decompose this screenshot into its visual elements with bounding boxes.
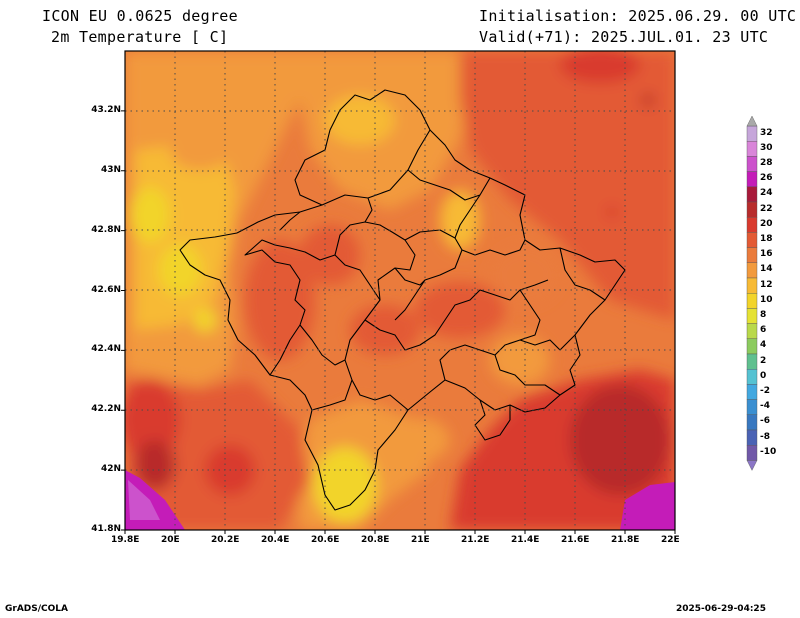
colorbar-label: 0: [760, 370, 767, 381]
lon-tick-label: 21.8E: [611, 535, 640, 545]
colorbar-label: -4: [760, 401, 770, 412]
lon-tick-label: 19.8E: [111, 535, 140, 545]
colorbar-swatch: [746, 216, 758, 233]
lat-tick-label: 42.2N: [91, 404, 121, 415]
lat-tick-label: 42.4N: [91, 344, 121, 355]
grads-credit: GrADS/COLA: [5, 604, 68, 614]
colorbar-label: 4: [760, 340, 767, 351]
colorbar: [746, 115, 758, 471]
lon-tick-label: 22E: [661, 535, 680, 545]
valid-time: Valid(+71): 2025.JUL.01. 23 UTC: [479, 28, 769, 46]
colorbar-swatch: [746, 232, 758, 248]
colorbar-label: 12: [760, 279, 773, 290]
colorbar-swatch: [746, 140, 758, 157]
colorbar-swatch: [746, 399, 758, 416]
colorbar-label: 18: [760, 234, 773, 244]
colorbar-label: 26: [760, 173, 773, 184]
colorbar-label: 2: [760, 355, 767, 366]
colorbar-swatch: [746, 262, 758, 279]
colorbar-label: 24: [760, 188, 773, 199]
colorbar-swatch: [746, 293, 758, 309]
axis-ticks: [121, 110, 676, 534]
colorbar-swatch: [746, 338, 758, 355]
colorbar-label: -8: [760, 431, 770, 442]
colorbar-label: 22: [760, 203, 773, 214]
lon-tick-label: 21.4E: [511, 535, 540, 545]
graticule: [125, 51, 675, 530]
colorbar-max-arrow: [746, 115, 758, 127]
colorbar-swatch: [746, 156, 758, 172]
lat-tick-label: 42.6N: [91, 284, 121, 295]
colorbar-swatch: [746, 369, 758, 385]
colorbar-swatch: [746, 186, 758, 203]
colorbar-label: 32: [760, 127, 773, 138]
lon-tick-label: 21.2E: [461, 535, 490, 545]
lat-tick-label: 42N: [100, 464, 121, 475]
colorbar-label: -6: [760, 416, 770, 427]
colorbar-min-arrow: [746, 460, 758, 471]
colorbar-label: 6: [760, 325, 767, 336]
colorbar-swatch: [746, 201, 758, 218]
render-timestamp: 2025-06-29-04:25: [676, 604, 766, 614]
lon-tick-label: 21E: [411, 535, 430, 545]
colorbar-label: 30: [760, 142, 773, 153]
colorbar-label: 10: [760, 294, 773, 305]
colorbar-swatch: [746, 445, 758, 461]
colorbar-label: -2: [760, 386, 770, 396]
colorbar-swatch: [746, 277, 758, 294]
lon-tick-label: 20E: [161, 535, 180, 545]
colorbar-label: -10: [760, 446, 777, 457]
colorbar-swatch: [746, 429, 758, 446]
lon-tick-label: 20.4E: [261, 535, 290, 545]
lon-tick-label: 20.6E: [311, 535, 340, 545]
initialisation-time: Initialisation: 2025.06.29. 00 UTC: [479, 7, 797, 25]
lon-tick-label: 20.8E: [361, 535, 390, 545]
lat-tick-label: 42.8N: [91, 224, 121, 235]
lon-tick-label: 21.6E: [561, 535, 590, 545]
colorbar-label: 14: [760, 264, 773, 275]
colorbar-swatch: [746, 171, 758, 188]
colorbar-swatch: [746, 384, 758, 400]
colorbar-label: 16: [760, 249, 773, 260]
temperature-field: [125, 51, 675, 530]
colorbar-label: 20: [760, 218, 773, 229]
colorbar-label: 28: [760, 158, 773, 168]
lat-tick-label: 43N: [100, 164, 121, 175]
colorbar-swatch: [746, 323, 758, 340]
model-title: ICON EU 0.0625 degree: [42, 7, 238, 25]
lat-tick-label: 41.8N: [91, 524, 121, 534]
colorbar-swatch: [746, 125, 758, 142]
colorbar-swatch: [746, 308, 758, 324]
lat-tick-label: 43.2N: [91, 104, 121, 115]
colorbar-swatch: [746, 414, 758, 431]
colorbar-swatch: [746, 353, 758, 370]
colorbar-label: 8: [760, 310, 767, 320]
colorbar-swatch: [746, 247, 758, 264]
lon-tick-label: 20.2E: [211, 535, 240, 545]
variable-title: 2m Temperature [ C]: [51, 28, 229, 46]
